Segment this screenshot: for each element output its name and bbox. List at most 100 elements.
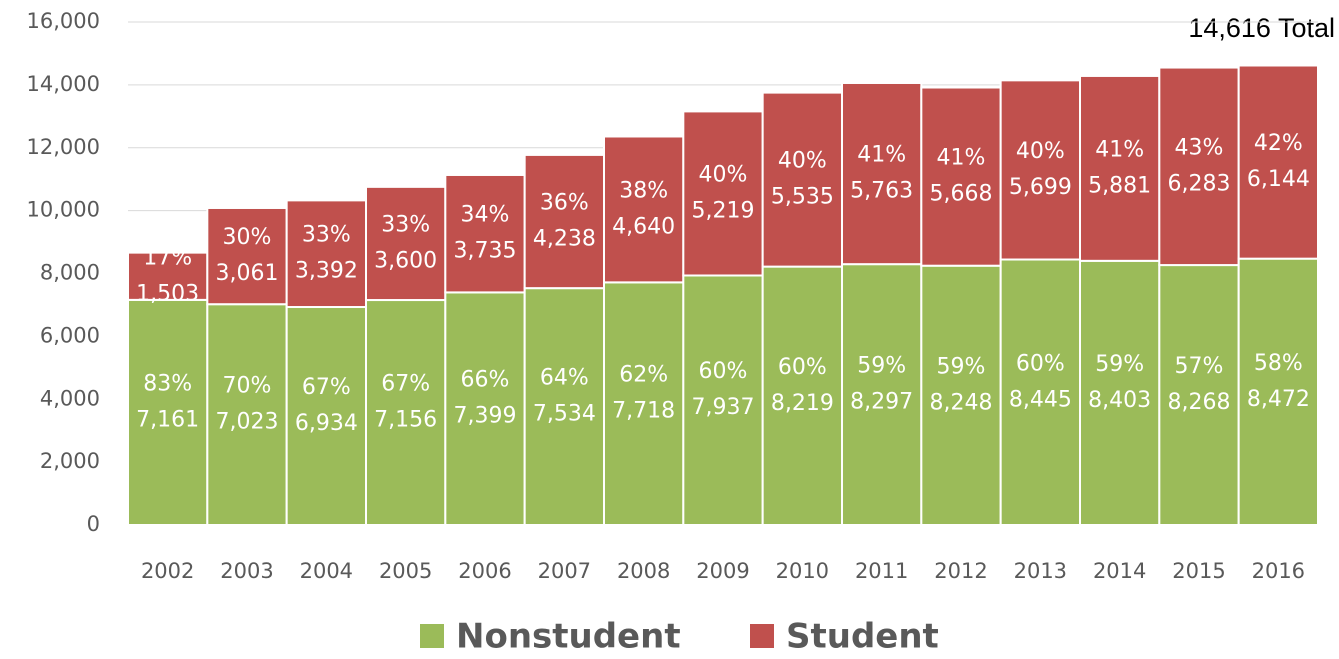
bar-segment xyxy=(444,291,526,527)
share-label: 59% xyxy=(857,354,906,379)
x-tick-label: 2007 xyxy=(538,559,591,583)
bar-segment xyxy=(682,274,764,526)
x-tick-label: 2016 xyxy=(1252,559,1305,583)
share-label: 33% xyxy=(302,223,351,248)
share-label: 67% xyxy=(381,372,430,397)
data-label: 8,472 xyxy=(1247,387,1310,412)
x-tick-label: 2008 xyxy=(617,559,670,583)
bar-segment xyxy=(1158,66,1240,267)
share-label: 33% xyxy=(381,212,430,237)
data-label: 5,881 xyxy=(1088,173,1151,198)
legend-swatch xyxy=(750,624,774,648)
share-label: 43% xyxy=(1175,135,1224,160)
legend-swatch xyxy=(420,624,444,648)
share-label: 34% xyxy=(461,203,510,228)
y-tick-label: 2,000 xyxy=(40,449,100,473)
share-label: 70% xyxy=(223,374,272,399)
bar-segment xyxy=(841,81,923,266)
x-tick-label: 2013 xyxy=(1014,559,1067,583)
x-tick-label: 2012 xyxy=(934,559,987,583)
data-label: 6,934 xyxy=(295,411,358,436)
bar-segment xyxy=(523,153,606,290)
x-tick-label: 2011 xyxy=(855,559,908,583)
data-label: 6,283 xyxy=(1168,171,1231,196)
x-tick-label: 2015 xyxy=(1172,559,1225,583)
bar-segment xyxy=(1237,64,1319,260)
share-label: 62% xyxy=(619,363,668,388)
total-annotation: 14,616 Total xyxy=(1188,13,1335,43)
bar-segment xyxy=(1079,74,1161,262)
data-label: 7,023 xyxy=(216,410,279,435)
data-label: 8,403 xyxy=(1088,388,1151,413)
data-label: 8,268 xyxy=(1168,390,1231,415)
share-label: 60% xyxy=(1016,351,1065,376)
share-label: 40% xyxy=(1016,139,1065,164)
data-label: 7,718 xyxy=(612,399,675,424)
bar-segment xyxy=(1158,264,1240,526)
x-tick-label: 2003 xyxy=(220,559,273,583)
share-label: 67% xyxy=(302,375,351,400)
share-label: 40% xyxy=(699,162,748,187)
data-label: 5,535 xyxy=(771,185,834,210)
bar-segment xyxy=(365,185,447,302)
data-label: 6,144 xyxy=(1247,167,1310,192)
bar-segment xyxy=(127,251,209,301)
share-label: 38% xyxy=(619,178,668,203)
bar-segment xyxy=(206,206,288,306)
data-label: 5,668 xyxy=(930,182,993,207)
bar-segment xyxy=(1237,257,1319,526)
data-label: 3,600 xyxy=(374,248,437,273)
legend-label: Student xyxy=(786,617,939,657)
data-label: 3,392 xyxy=(295,259,358,284)
bar-segment xyxy=(285,306,367,527)
share-label: 83% xyxy=(143,371,192,396)
share-label: 41% xyxy=(937,146,986,171)
y-tick-label: 4,000 xyxy=(40,386,100,410)
data-label: 8,248 xyxy=(930,390,993,415)
data-label: 8,297 xyxy=(850,390,913,415)
y-tick-label: 12,000 xyxy=(27,135,100,159)
y-tick-label: 16,000 xyxy=(27,9,100,33)
data-label: 3,061 xyxy=(216,261,279,286)
y-tick-label: 6,000 xyxy=(40,323,100,347)
data-label: 5,763 xyxy=(850,179,913,204)
share-label: 58% xyxy=(1254,351,1303,376)
bar-segment xyxy=(999,79,1082,261)
y-tick-label: 10,000 xyxy=(27,198,100,222)
bar-segment xyxy=(682,110,764,277)
bar-segment xyxy=(1079,259,1161,526)
bar-segment xyxy=(444,173,526,294)
bar-segment xyxy=(285,199,367,309)
data-label: 7,399 xyxy=(454,404,517,429)
x-tick-label: 2002 xyxy=(141,559,194,583)
legend-label: Nonstudent xyxy=(456,617,681,657)
bar-segment xyxy=(365,299,447,527)
x-tick-label: 2014 xyxy=(1093,559,1146,583)
share-label: 59% xyxy=(1095,352,1144,377)
bar-segment xyxy=(761,91,844,268)
share-label: 57% xyxy=(1175,354,1224,379)
data-label: 4,640 xyxy=(612,214,675,239)
y-tick-label: 14,000 xyxy=(27,72,100,96)
share-label: 41% xyxy=(1095,137,1144,162)
data-label: 8,445 xyxy=(1009,387,1072,412)
share-label: 64% xyxy=(540,366,589,391)
share-label: 41% xyxy=(857,143,906,168)
share-label: 59% xyxy=(937,354,986,379)
data-label: 7,161 xyxy=(136,407,199,432)
data-label: 3,735 xyxy=(454,239,517,264)
data-label: 5,699 xyxy=(1009,175,1072,200)
data-label: 8,219 xyxy=(771,391,834,416)
x-tick-label: 2004 xyxy=(300,559,353,583)
y-tick-label: 0 xyxy=(87,512,100,536)
share-label: 36% xyxy=(540,191,589,216)
data-label: 5,219 xyxy=(692,198,755,223)
bar-segment xyxy=(603,135,685,284)
x-tick-label: 2006 xyxy=(458,559,511,583)
data-label: 1,503 xyxy=(136,281,199,306)
share-label: 66% xyxy=(461,368,510,393)
x-tick-label: 2009 xyxy=(696,559,749,583)
data-label: 7,937 xyxy=(692,395,755,420)
